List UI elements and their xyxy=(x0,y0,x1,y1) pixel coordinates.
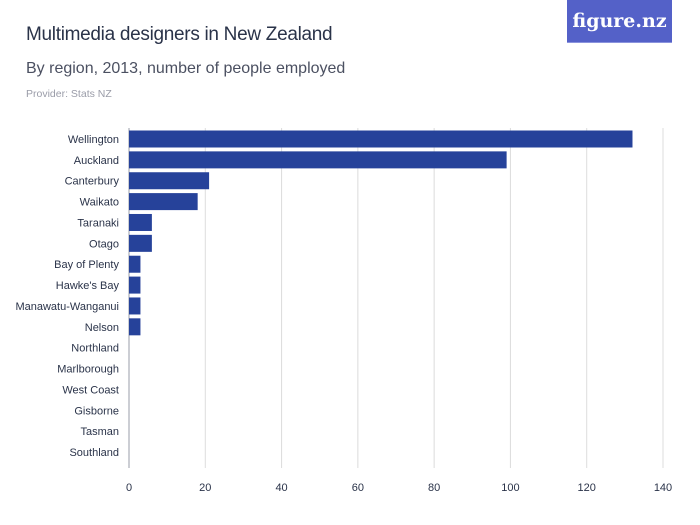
chart-title: Multimedia designers in New Zealand xyxy=(26,24,333,45)
bar-canterbury xyxy=(129,172,210,190)
x-tick-label: 100 xyxy=(501,482,519,494)
category-label: Otago xyxy=(89,238,119,250)
bar-manawatu-wanganui xyxy=(129,297,141,315)
category-label: West Coast xyxy=(62,384,119,396)
category-label: Northland xyxy=(71,343,119,355)
category-label: Manawatu-Wanganui xyxy=(15,301,119,313)
bar-otago xyxy=(129,234,152,252)
category-label: Tasman xyxy=(80,426,119,438)
category-label: Southland xyxy=(69,447,119,459)
x-tick-label: 140 xyxy=(654,482,672,494)
x-tick-label: 20 xyxy=(199,482,211,494)
x-tick-label: 0 xyxy=(126,482,132,494)
category-label: Wellington xyxy=(68,134,119,146)
provider-label: Provider: Stats NZ xyxy=(26,88,112,100)
category-label: Waikato xyxy=(80,197,119,209)
bar-auckland xyxy=(129,151,507,169)
x-tick-label: 80 xyxy=(428,482,440,494)
logo-text: figure.nz xyxy=(572,10,667,32)
category-label: Auckland xyxy=(74,155,119,167)
figure-nz-logo[interactable]: figure.nz xyxy=(567,0,672,43)
category-label: Taranaki xyxy=(77,217,119,229)
bar-wellington xyxy=(129,130,633,148)
chart-subtitle: By region, 2013, number of people employ… xyxy=(26,60,346,77)
category-label: Marlborough xyxy=(57,364,119,376)
category-label: Nelson xyxy=(85,322,119,334)
bar-nelson xyxy=(129,318,141,336)
category-label: Gisborne xyxy=(74,405,119,417)
x-tick-label: 40 xyxy=(275,482,287,494)
bar-bay-of-plenty xyxy=(129,255,141,273)
x-tick-label: 60 xyxy=(352,482,364,494)
bar-taranaki xyxy=(129,213,152,231)
category-label: Canterbury xyxy=(65,176,120,188)
x-tick-label: 120 xyxy=(578,482,596,494)
bar-waikato xyxy=(129,193,198,211)
bar-hawke-s-bay xyxy=(129,276,141,294)
category-label: Hawke's Bay xyxy=(56,280,120,292)
category-label: Bay of Plenty xyxy=(54,259,119,271)
